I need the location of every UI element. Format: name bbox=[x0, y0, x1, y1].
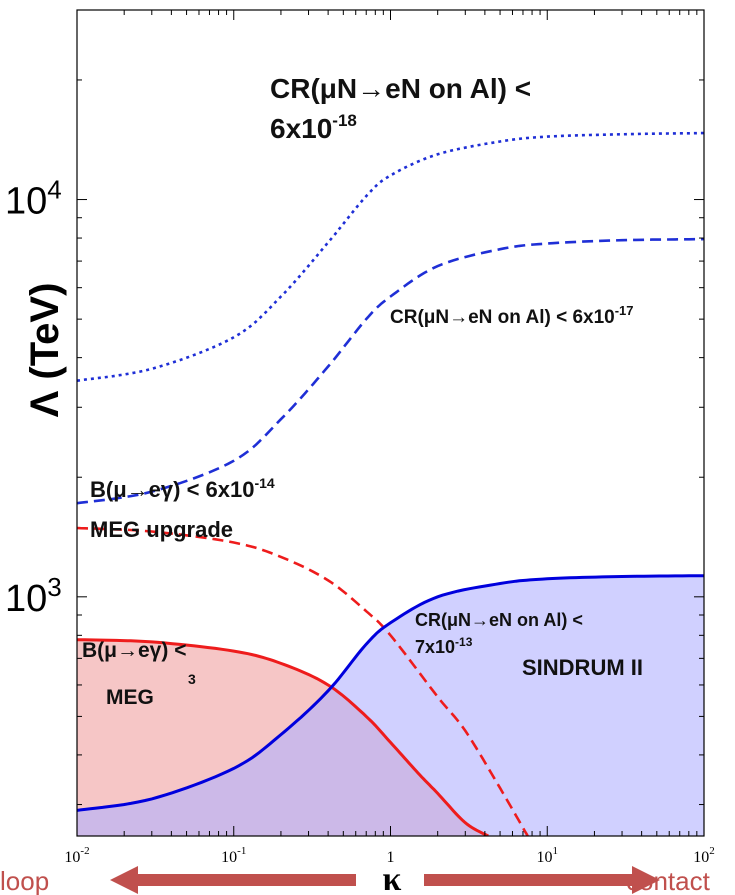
annotation-cr17: CR(μN→eN on Al) < 6x10-17 bbox=[390, 303, 634, 328]
x-tick-label: 102 bbox=[693, 845, 715, 866]
annotation-sindrum-line1: CR(μN→eN on Al) < bbox=[415, 610, 583, 630]
axis-ticks: 10-2 10-1 1 101 102 103 104 bbox=[5, 9, 715, 866]
annotation-meg-line2: MEG bbox=[106, 686, 154, 709]
region-fills bbox=[77, 575, 704, 836]
series-line-meg bbox=[77, 638, 489, 836]
annotation-megup-line2: MEG upgrade bbox=[90, 517, 233, 542]
region-sindrum-ii bbox=[77, 575, 704, 836]
arrow-right-icon bbox=[424, 866, 660, 894]
annotation-cr18-line2: 6x10-18 bbox=[270, 111, 357, 144]
series-line-meg-upgrade bbox=[77, 526, 529, 836]
y-axis-label: Λ (TeV) bbox=[23, 283, 67, 418]
x-tick-label: 10-2 bbox=[64, 845, 89, 866]
annotation-meg-line1: B(μ→eγ) < bbox=[82, 639, 186, 662]
x-tick-label: 1 bbox=[387, 849, 395, 866]
y-tick-label: 104 bbox=[5, 175, 62, 223]
annotation-megup-line1: B(μ→eγ) < 6x10-14 bbox=[90, 475, 275, 502]
loop-label: loop bbox=[0, 866, 49, 895]
arrow-left-icon bbox=[110, 866, 356, 894]
annotation-sindrum-line2: 7x10-13 bbox=[415, 635, 473, 657]
x-tick-label: 101 bbox=[537, 845, 559, 866]
contact-label: contact bbox=[626, 866, 711, 895]
annotation-sindrum-line3: SINDRUM II bbox=[522, 655, 643, 680]
y-tick-label: 103 bbox=[5, 572, 62, 620]
series-line-cr-6e-17 bbox=[77, 237, 704, 505]
x-tick-label: 10-1 bbox=[221, 845, 246, 866]
series-line-sindrum-ii bbox=[77, 574, 704, 812]
series-lines bbox=[77, 131, 704, 836]
series-line-cr-6e-18 bbox=[77, 131, 704, 382]
annotation-meg-exp: 3 bbox=[188, 671, 196, 687]
annotation-cr18-line1: CR(μN→eN on Al) < bbox=[270, 73, 531, 104]
x-axis-label: κ bbox=[383, 861, 402, 895]
